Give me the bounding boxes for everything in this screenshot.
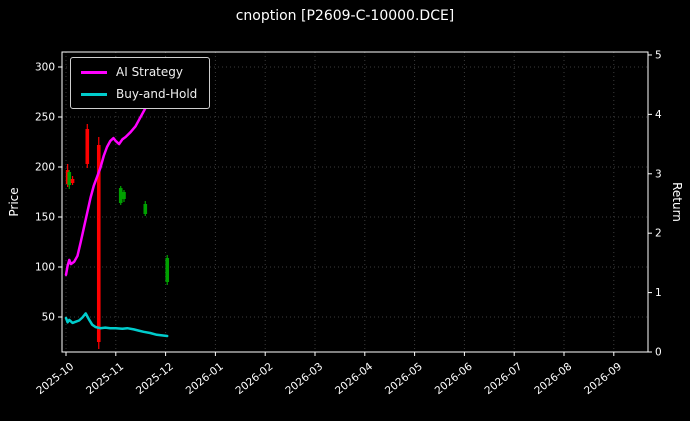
date-tick-label: 2026-08 <box>532 361 574 397</box>
series-ai-strategy <box>64 66 163 277</box>
candle-body <box>165 258 170 282</box>
ai-strategy-line-swatch <box>81 70 107 74</box>
price-tick-label: 100 <box>35 262 55 274</box>
price-tick-label: 50 <box>42 312 55 324</box>
return-axis-label: Return <box>670 182 684 222</box>
date-tick-label: 2026-05 <box>383 361 425 397</box>
date-tick-label: 2026-03 <box>283 361 325 397</box>
buy-and-hold-label: Buy-and-Hold <box>116 87 198 101</box>
date-tick-label: 2025-11 <box>84 361 126 397</box>
return-tick-label: 1 <box>655 287 662 299</box>
return-tick-label: 3 <box>655 168 662 180</box>
candle-body <box>118 188 123 203</box>
price-tick-label: 250 <box>35 112 55 124</box>
grid-layer <box>62 52 648 352</box>
date-tick-label: 2026-06 <box>433 360 475 397</box>
candle-body <box>122 192 126 199</box>
candle-body <box>85 129 90 164</box>
buy-and-hold-line-swatch <box>81 92 107 96</box>
price-tick-label: 150 <box>35 212 55 224</box>
series-buy-and-hold <box>64 312 169 338</box>
date-tick-label: 2026-07 <box>483 361 525 397</box>
price-tick-label: 200 <box>35 162 55 174</box>
date-tick-label: 2025-10 <box>34 361 76 397</box>
date-tick-label: 2026-09 <box>582 361 624 397</box>
axes-frame <box>61 51 649 353</box>
date-tick-label: 2026-02 <box>234 361 276 397</box>
price-tick-label: 300 <box>35 62 55 74</box>
date-tick-label: 2025-12 <box>134 361 176 397</box>
chart-title: cnoption [P2609-C-10000.DCE] <box>235 8 455 24</box>
ai-strategy-label: AI Strategy <box>116 65 183 79</box>
date-tick-label: 2026-04 <box>333 360 375 397</box>
date-tick-label: 2026-01 <box>184 361 226 397</box>
candle-body <box>96 145 101 342</box>
legend: AI Strategy Buy-and-Hold <box>70 57 211 109</box>
candle-body <box>70 179 75 183</box>
candle-body <box>143 204 148 214</box>
price-axis-label: Price <box>7 187 21 217</box>
return-tick-label: 4 <box>655 109 662 121</box>
candle-body <box>67 172 72 185</box>
series-layer <box>64 66 169 338</box>
legend-item-buy-and-hold: Buy-and-Hold <box>81 87 197 101</box>
legend-item-ai-strategy: AI Strategy <box>81 65 197 79</box>
return-tick-label: 2 <box>655 228 662 240</box>
return-tick-label: 0 <box>655 347 662 359</box>
return-tick-label: 5 <box>655 49 662 61</box>
candlestick-layer <box>65 124 170 349</box>
